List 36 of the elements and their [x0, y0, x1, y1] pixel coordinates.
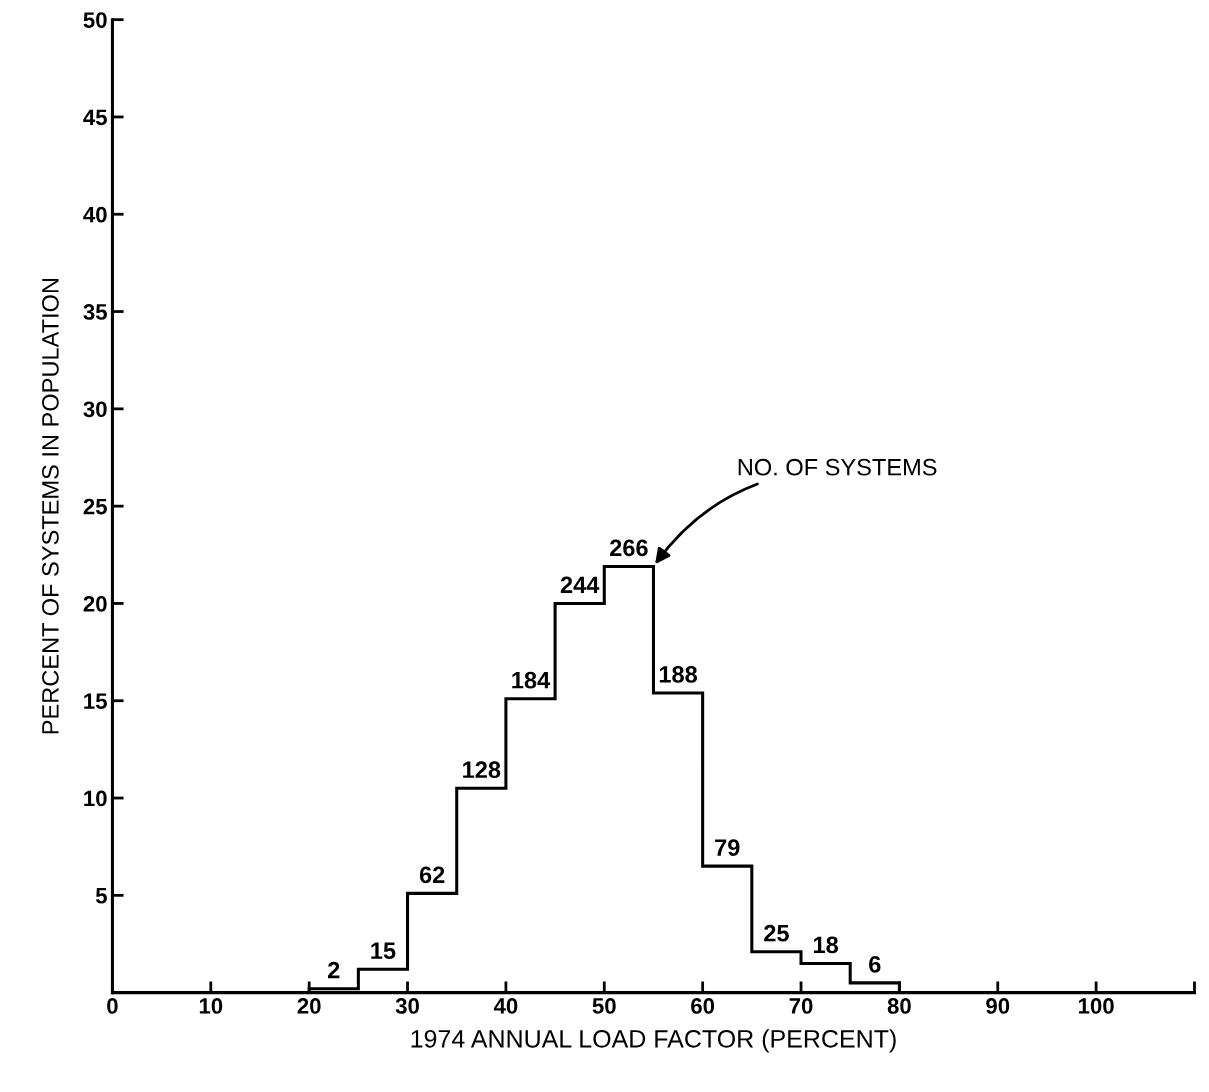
y-tick-label: 40 [83, 206, 107, 223]
x-tick-label: 100 [1078, 998, 1114, 1014]
annotation: 18 [813, 936, 839, 954]
annotation: 25 [764, 924, 789, 942]
y-tick-label: 35 [83, 304, 107, 320]
annotation: 184 [512, 671, 551, 689]
annotation: 62 [419, 866, 445, 884]
annotation: 188 [659, 666, 698, 683]
y-tick-label: 5 [95, 888, 107, 904]
x-tick-label: 60 [691, 998, 715, 1014]
annotation: 244 [560, 576, 600, 593]
annotation: 15 [371, 942, 396, 960]
y-tick-label: 50 [83, 12, 107, 28]
annotation: 79 [715, 839, 740, 856]
y-axis-title: PERCENT OF SYSTEMS IN POPULATION [42, 278, 59, 734]
x-tick-label: 40 [493, 998, 518, 1014]
y-tick-label: 45 [83, 109, 107, 126]
x-tick-label: 0 [107, 998, 118, 1014]
y-tick-label: 25 [83, 498, 107, 515]
y-tick-label: 10 [84, 790, 107, 807]
annotation: 128 [463, 761, 501, 779]
x-tick-label: 50 [592, 998, 616, 1014]
annotation: 266 [610, 539, 648, 557]
x-tick-label: 20 [297, 998, 321, 1014]
y-tick-label: 30 [83, 401, 107, 418]
x-tick-label: 90 [986, 998, 1010, 1014]
y-tick-label: 20 [83, 595, 107, 612]
annotation: 2 [328, 961, 340, 979]
x-tick-label: 80 [887, 998, 911, 1014]
annotation: NO. OF SYSTEMS [738, 458, 937, 476]
x-tick-label: 30 [395, 998, 419, 1014]
x-tick-label: 10 [199, 998, 223, 1014]
annotation: 6 [869, 955, 881, 973]
x-tick-label: 70 [789, 998, 813, 1014]
y-tick-label: 15 [84, 693, 107, 710]
x-axis-title: 1974 ANNUAL LOAD FACTOR (PERCENT) [411, 1029, 896, 1053]
